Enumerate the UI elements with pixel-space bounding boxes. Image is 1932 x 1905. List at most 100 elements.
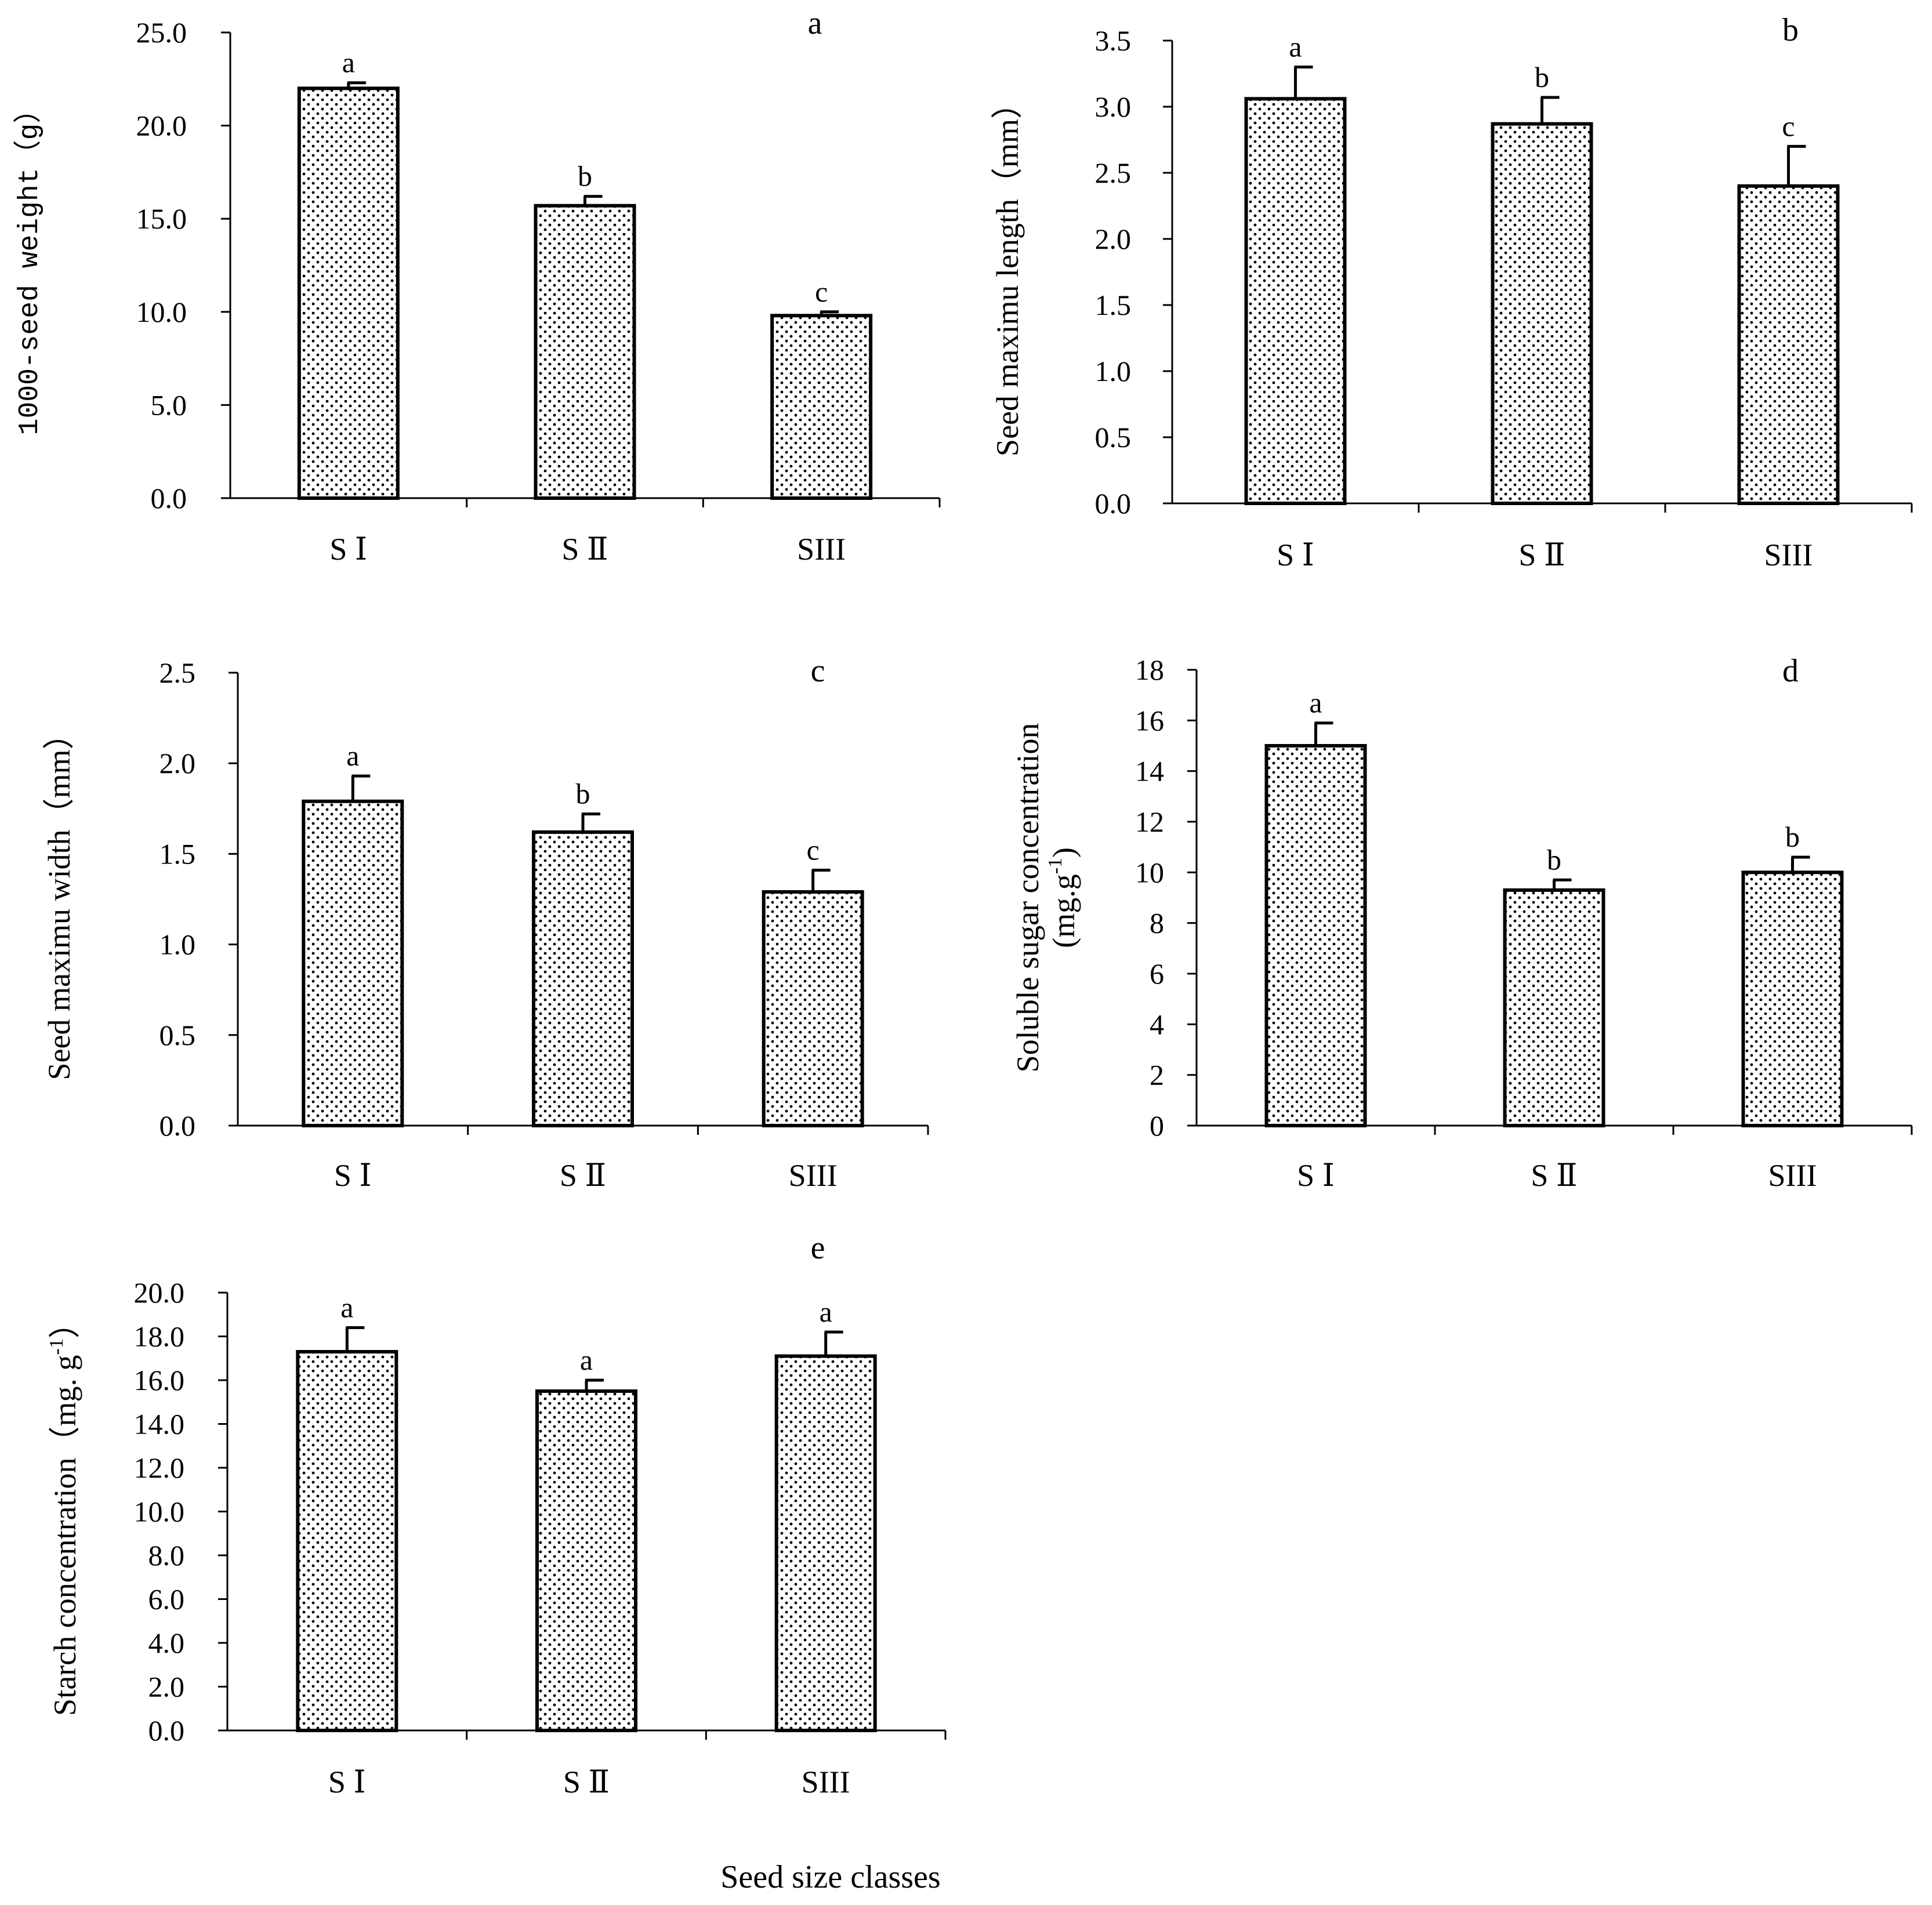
panel-c: 0.0 0.5 1.0 1.5 2.0 2.5 a S Ⅰ b S Ⅱ c SIII c Seed max… bbox=[42, 653, 929, 1193]
panel-d: 0 2 4 6 8 10 12 14 16 18 a S Ⅰ b S Ⅱ b SIII d Soluble sug… bbox=[1010, 653, 1913, 1193]
y-tick-label: 14.0 bbox=[134, 1408, 185, 1440]
x-tick-label-2: S Ⅱ bbox=[1531, 1158, 1577, 1193]
y-tick-label: 1.0 bbox=[1095, 355, 1132, 387]
y-tick-label: 12 bbox=[1135, 805, 1164, 838]
y-tick-label: 1.5 bbox=[160, 837, 196, 870]
y-tick-label: 18 bbox=[1135, 654, 1164, 686]
y-tick-label: 5.0 bbox=[151, 389, 187, 421]
bar-1 bbox=[1244, 97, 1347, 505]
x-tick-label-3: SIII bbox=[797, 532, 846, 567]
y-tick-label: 15.0 bbox=[136, 202, 187, 235]
panel-letter: a bbox=[808, 5, 822, 41]
y-axis-title-close: ) bbox=[1046, 847, 1081, 858]
y-tick-label: 8.0 bbox=[148, 1539, 185, 1572]
x-tick-label-1: S Ⅰ bbox=[1297, 1158, 1335, 1193]
y-tick-label: 25.0 bbox=[136, 16, 187, 49]
significance-letter-1: a bbox=[1289, 31, 1302, 63]
y-tick-label: 0.0 bbox=[148, 1714, 185, 1747]
y-axis-title-line-2: (mg.g bbox=[1046, 874, 1081, 948]
significance-letter-1: a bbox=[342, 46, 355, 79]
y-tick-label: 0.0 bbox=[1095, 487, 1132, 520]
y-tick-label: 0.0 bbox=[151, 482, 187, 514]
y-tick-label: 1.0 bbox=[160, 928, 196, 961]
y-axis-title: 1000-seed weight（g） bbox=[13, 96, 46, 436]
chart-panels: 0.05.010.015.020.025.0aS ⅠbS ⅡcSIIIa1000… bbox=[13, 5, 1913, 1799]
panel-letter: e bbox=[811, 1230, 825, 1266]
y-tick-label: 16.0 bbox=[134, 1364, 185, 1396]
figure-x-axis-title: Seed size classes bbox=[720, 1859, 940, 1895]
x-tick-label-2: S Ⅱ bbox=[563, 1765, 610, 1799]
bar-2 bbox=[1491, 122, 1593, 505]
bar-2 bbox=[534, 204, 636, 500]
bar-2 bbox=[535, 1389, 637, 1732]
panel-a: 0.0 5.0 10.0 15.0 20.0 25.0 a S Ⅰ b S Ⅱ c SIII a 1000… bbox=[13, 5, 941, 567]
panel-letter: b bbox=[1782, 12, 1799, 48]
y-axis-title: Seed maximu width（mm） bbox=[42, 719, 77, 1080]
significance-letter-3: c bbox=[1782, 110, 1795, 142]
y-axis-title-close: ） bbox=[48, 1307, 82, 1338]
y-tick-label: 18.0 bbox=[134, 1320, 185, 1353]
x-tick-label-2: S Ⅱ bbox=[1518, 538, 1565, 572]
panel-e: 0.0 2.0 4.0 6.0 8.0 10.0 12.0 14.0 16.0 18.0 20.0 a… bbox=[46, 1230, 947, 1799]
significance-letter-2: b bbox=[1547, 843, 1561, 876]
bar-1 bbox=[296, 1349, 398, 1733]
y-tick-label: 10 bbox=[1135, 856, 1164, 888]
y-axis-title-superscript: -1 bbox=[46, 1338, 67, 1355]
y-tick-label: 8 bbox=[1150, 907, 1164, 939]
y-tick-label: 2.0 bbox=[1095, 223, 1132, 255]
significance-letter-3: a bbox=[820, 1296, 832, 1328]
y-tick-label: 0 bbox=[1150, 1109, 1164, 1142]
bar-3 bbox=[1737, 184, 1840, 505]
y-tick-label: 3.5 bbox=[1095, 24, 1132, 57]
bar-1 bbox=[302, 799, 404, 1127]
bar-2 bbox=[1503, 888, 1605, 1128]
significance-letter-2: a bbox=[580, 1344, 593, 1376]
bar-1 bbox=[1264, 744, 1367, 1127]
significance-letter-2: b bbox=[1535, 61, 1549, 93]
significance-letter-2: b bbox=[576, 778, 590, 810]
significance-letter-3: c bbox=[807, 834, 820, 866]
significance-letter-2: b bbox=[578, 160, 592, 193]
bar-2 bbox=[532, 830, 634, 1127]
x-tick-label-3: SIII bbox=[1764, 538, 1813, 572]
y-axis-title: Seed maximu length（mm） bbox=[990, 88, 1025, 456]
y-tick-label: 2 bbox=[1150, 1059, 1164, 1091]
x-tick-label-3: SIII bbox=[802, 1765, 850, 1799]
y-tick-label: 2.0 bbox=[148, 1671, 185, 1703]
y-tick-label: 16 bbox=[1135, 704, 1164, 736]
y-tick-label: 3.0 bbox=[1095, 90, 1132, 123]
y-axis-title: Soluble sugar concentration(mg.g-1) bbox=[1010, 723, 1081, 1073]
significance-letter-1: a bbox=[340, 1291, 353, 1323]
panel-letter: c bbox=[811, 653, 825, 689]
y-tick-label: 4 bbox=[1150, 1008, 1164, 1040]
y-tick-label: 20.0 bbox=[134, 1276, 185, 1309]
y-tick-label: 12.0 bbox=[134, 1452, 185, 1484]
significance-letter-1: a bbox=[1309, 687, 1322, 719]
x-tick-label-1: S Ⅰ bbox=[334, 1158, 372, 1193]
y-axis-title-line-1: Soluble sugar concentration bbox=[1010, 723, 1045, 1073]
y-tick-label: 4.0 bbox=[148, 1627, 185, 1659]
y-axis-title-main: Starch concentration（mg. g bbox=[48, 1355, 82, 1716]
significance-letter-3: c bbox=[815, 275, 828, 308]
bar-3 bbox=[774, 1354, 877, 1733]
y-tick-label: 6 bbox=[1150, 957, 1164, 990]
y-tick-label: 10.0 bbox=[136, 296, 187, 328]
y-tick-label: 6.0 bbox=[148, 1583, 185, 1616]
y-tick-label: 2.5 bbox=[1095, 157, 1132, 189]
y-tick-label: 14 bbox=[1135, 755, 1164, 788]
x-tick-label-1: S Ⅰ bbox=[328, 1765, 366, 1799]
bar-3 bbox=[770, 314, 873, 500]
y-axis-title-superscript: -1 bbox=[1045, 858, 1066, 874]
x-tick-label-2: S Ⅱ bbox=[560, 1158, 606, 1193]
x-tick-label-1: S Ⅰ bbox=[329, 532, 367, 567]
bar-3 bbox=[762, 890, 864, 1128]
x-tick-label-1: S Ⅰ bbox=[1277, 538, 1314, 572]
y-tick-label: 2.0 bbox=[160, 747, 196, 779]
y-tick-label: 10.0 bbox=[134, 1496, 185, 1528]
x-tick-label-3: SIII bbox=[789, 1158, 838, 1193]
y-tick-label: 0.0 bbox=[160, 1109, 196, 1142]
y-tick-label: 0.5 bbox=[1095, 421, 1132, 453]
x-tick-label-2: S Ⅱ bbox=[561, 532, 608, 567]
y-tick-label: 0.5 bbox=[160, 1019, 196, 1051]
